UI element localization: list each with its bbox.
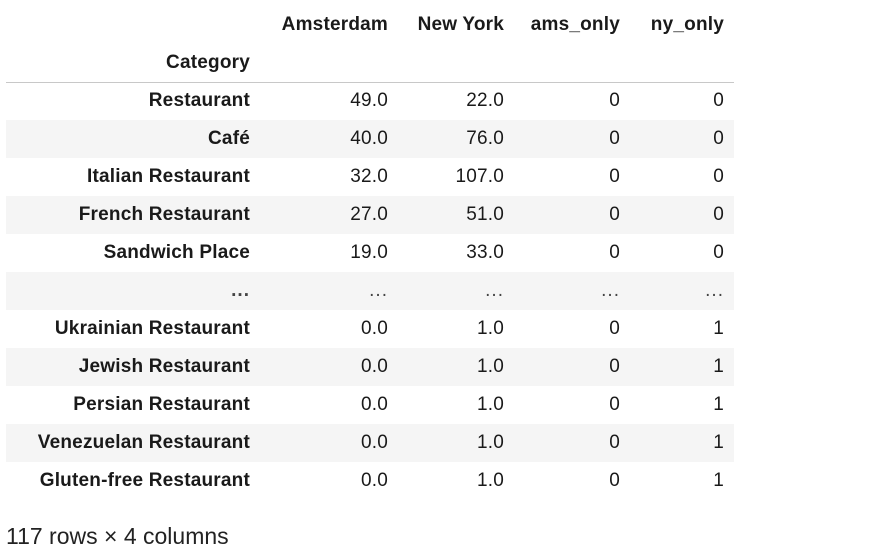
row-index-label: Café: [208, 128, 250, 149]
table-row: Jewish Restaurant 0.0 1.0 0 1: [6, 348, 734, 386]
table-row: Italian Restaurant 32.0 107.0 0 0: [6, 158, 734, 196]
row-index-label: Gluten-free Restaurant: [39, 470, 250, 491]
table-cell: 0: [609, 166, 620, 187]
table-cell: 1.0: [476, 470, 504, 491]
table-cell: 0.0: [360, 432, 388, 453]
table-row: Venezuelan Restaurant 0.0 1.0 0 1: [6, 424, 734, 462]
table-cell: 76.0: [466, 128, 504, 149]
table-cell: 1: [713, 394, 724, 415]
index-corner: [6, 6, 260, 44]
table-cell: ...: [485, 280, 504, 301]
table-cell: ...: [705, 280, 724, 301]
column-header-amsterdam: Amsterdam: [281, 14, 388, 35]
table-cell: 1: [713, 356, 724, 377]
table-row: French Restaurant 27.0 51.0 0 0: [6, 196, 734, 234]
table-cell: ...: [369, 280, 388, 301]
table-cell: 40.0: [350, 128, 388, 149]
row-index-label: Restaurant: [148, 90, 250, 112]
row-index-label: Sandwich Place: [103, 242, 250, 263]
table-cell: 0: [609, 242, 620, 263]
row-index-label: Italian Restaurant: [86, 166, 250, 187]
index-name-spacer: [398, 44, 514, 83]
table-row: ...............: [6, 272, 734, 310]
table-cell: 0: [713, 242, 724, 263]
table-cell: 0.0: [360, 394, 388, 415]
table-cell: 0: [609, 432, 620, 453]
index-name-spacer: [260, 44, 398, 83]
table-cell: 22.0: [466, 90, 504, 112]
table-cell: 0.0: [360, 356, 388, 377]
table-cell: 0: [609, 90, 620, 112]
column-header-ams-only: ams_only: [530, 14, 620, 35]
row-index-label: ...: [231, 280, 250, 301]
dataframe-table: Amsterdam New York ams_only ny_only Cate…: [6, 6, 734, 500]
table-row: Sandwich Place 19.0 33.0 0 0: [6, 234, 734, 272]
table-cell: 0.0: [360, 470, 388, 491]
table-cell: 0.0: [360, 318, 388, 339]
table-cell: 49.0: [350, 90, 388, 112]
table-row: Restaurant 49.0 22.0 0 0: [6, 82, 734, 120]
table-cell: 1.0: [476, 394, 504, 415]
table-cell: 0: [713, 204, 724, 225]
table-row: Ukrainian Restaurant 0.0 1.0 0 1: [6, 310, 734, 348]
column-header-row: Amsterdam New York ams_only ny_only: [6, 6, 734, 44]
table-cell: 0: [609, 318, 620, 339]
table-cell: 1.0: [476, 318, 504, 339]
table-row: Gluten-free Restaurant 0.0 1.0 0 1: [6, 462, 734, 500]
table-cell: 0: [609, 204, 620, 225]
row-index-label: Persian Restaurant: [73, 394, 250, 415]
index-name-spacer: [514, 44, 630, 83]
row-index-label: Ukrainian Restaurant: [54, 318, 250, 339]
table-cell: 0: [609, 470, 620, 491]
index-name-label: Category: [6, 44, 260, 83]
table-cell: 51.0: [466, 204, 504, 225]
index-name-spacer: [630, 44, 734, 83]
column-header-ny-only: ny_only: [650, 14, 724, 35]
table-cell: 107.0: [455, 166, 504, 187]
table-cell: 1: [713, 470, 724, 491]
table-cell: 0: [713, 90, 724, 112]
row-index-label: Venezuelan Restaurant: [37, 432, 250, 453]
index-name-row: Category: [6, 44, 734, 83]
table-cell: 32.0: [350, 166, 388, 187]
table-cell: 1.0: [476, 356, 504, 377]
table-cell: 1: [713, 318, 724, 339]
table-cell: ...: [601, 280, 620, 301]
table-cell: 0: [609, 394, 620, 415]
shape-summary: 117 rows × 4 columns: [6, 523, 229, 549]
table-cell: 1: [713, 432, 724, 453]
table-row: Café 40.0 76.0 0 0: [6, 120, 734, 158]
table-cell: 1.0: [476, 432, 504, 453]
table-cell: 0: [713, 128, 724, 149]
row-index-label: French Restaurant: [78, 204, 250, 225]
table-cell: 19.0: [350, 242, 388, 263]
row-index-label: Jewish Restaurant: [78, 356, 250, 377]
table-cell: 0: [609, 356, 620, 377]
table-cell: 27.0: [350, 204, 388, 225]
column-header-new-york: New York: [417, 14, 504, 35]
table-cell: 33.0: [466, 242, 504, 263]
table-cell: 0: [609, 128, 620, 149]
table-row: Persian Restaurant 0.0 1.0 0 1: [6, 386, 734, 424]
table-body: Restaurant 49.0 22.0 0 0 Café 40.0 76.0 0 0 Italia…: [6, 82, 734, 500]
table-cell: 0: [713, 166, 724, 187]
